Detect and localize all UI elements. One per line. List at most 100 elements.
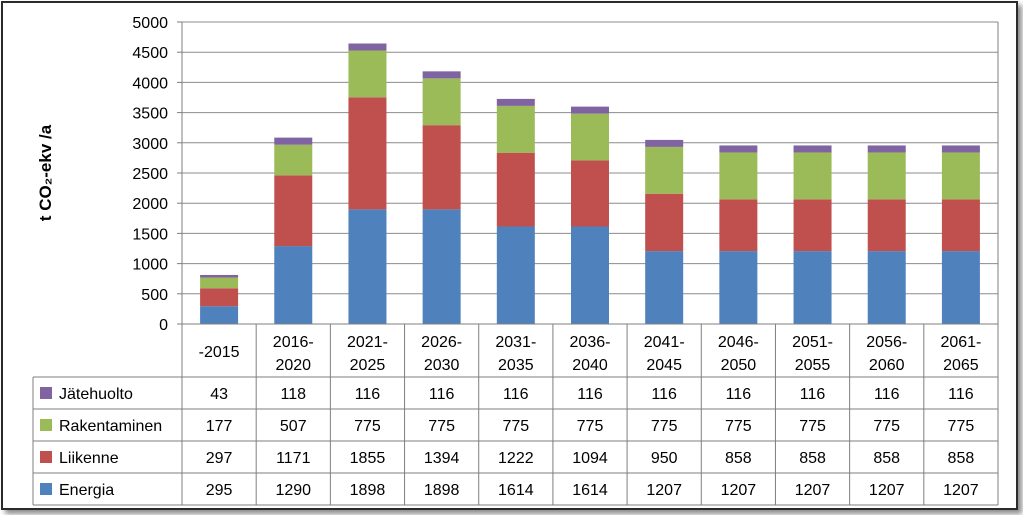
bar-segment (348, 97, 387, 210)
bar-segment (274, 175, 313, 247)
bar-segment (941, 152, 980, 200)
data-table-value: 950 (651, 450, 678, 467)
bar-segment (867, 152, 906, 200)
data-table-value: 775 (725, 418, 752, 435)
y-axis-title: t CO₂-ekv /a (36, 124, 55, 221)
bar-segment (941, 145, 980, 153)
bar-segment (645, 146, 684, 194)
data-table-value: 297 (206, 450, 233, 467)
y-tick-label: 4500 (132, 45, 168, 62)
data-table-value: 116 (429, 386, 455, 403)
category-label: 2026- (421, 334, 462, 351)
data-table-value: 775 (354, 418, 381, 435)
category-label: 2020 (275, 357, 311, 374)
data-table-value: 43 (210, 386, 228, 403)
bar-segment (867, 199, 906, 252)
data-table-value: 116 (651, 386, 677, 403)
data-table-value: 1207 (795, 482, 831, 499)
bar-segment (571, 226, 609, 324)
data-table-value: 1898 (424, 482, 460, 499)
category-label: 2056- (866, 334, 907, 351)
y-tick-label: 4000 (132, 75, 168, 92)
data-table-value: 858 (799, 450, 826, 467)
category-label: -2015 (199, 344, 240, 361)
data-table-value: 1207 (869, 482, 905, 499)
bar-segment (645, 193, 684, 252)
y-tick-label: 3500 (132, 106, 168, 123)
data-table-value: 1222 (498, 450, 534, 467)
y-tick-label: 2000 (132, 196, 168, 213)
category-label: 2055 (795, 357, 831, 374)
category-label: 2045 (646, 357, 682, 374)
data-table-value: 1614 (498, 482, 534, 499)
bar-segment (941, 251, 980, 324)
bar-segment (793, 251, 832, 324)
category-label: 2035 (498, 357, 534, 374)
y-tick-label: 1000 (132, 257, 168, 274)
data-table-value: 1207 (943, 482, 979, 499)
bar-segment (719, 145, 758, 153)
data-table-value: 116 (577, 386, 603, 403)
bar-segment (348, 43, 387, 51)
bar-segment (274, 144, 313, 176)
bar-segment (422, 209, 461, 324)
bar-segment (422, 78, 461, 126)
bar-segment (571, 160, 609, 227)
bar-segment (645, 139, 684, 147)
category-label: 2061- (940, 334, 981, 351)
data-table-value: 775 (651, 418, 678, 435)
y-tick-label: 2500 (132, 166, 168, 183)
data-table-value: 1898 (350, 482, 386, 499)
bar-segment (719, 152, 758, 200)
legend-key (40, 483, 52, 495)
bar-segment (793, 145, 832, 153)
data-table-value: 1290 (275, 482, 311, 499)
data-table-value: 775 (873, 418, 900, 435)
bar-segment (496, 98, 535, 106)
bar-segment (496, 152, 535, 227)
bar-segment (496, 105, 535, 153)
data-table-value: 116 (874, 386, 900, 403)
bar-segment (348, 209, 387, 324)
data-table-value: 116 (726, 386, 752, 403)
category-label: 2050 (721, 357, 757, 374)
category-label: 2051- (792, 334, 833, 351)
bar-segment (274, 137, 313, 145)
y-tick-label: 3000 (132, 136, 168, 153)
data-table-value: 1207 (646, 482, 682, 499)
data-table-value: 116 (355, 386, 381, 403)
data-table-value: 775 (428, 418, 455, 435)
stacked-bar-chart: 0 500 1000 1500 2000 2500 3000 3500 4000 4500 5000… (32, 15, 999, 506)
legend-key (40, 451, 52, 463)
data-table-value: 858 (873, 450, 900, 467)
category-label: 2025 (350, 357, 386, 374)
bar-segment (422, 125, 461, 210)
data-table-value: 1207 (721, 482, 757, 499)
data-table-value: 858 (948, 450, 975, 467)
bar-segment (571, 106, 609, 114)
category-label: 2040 (572, 357, 608, 374)
bar-segment (941, 199, 980, 252)
legend-label: Liikenne (59, 450, 119, 467)
y-tick-label: 5000 (132, 15, 168, 32)
bar-segment (571, 113, 609, 161)
bar-segment (422, 71, 461, 79)
y-tick-label: 1500 (132, 226, 168, 243)
data-table-value: 775 (799, 418, 826, 435)
bar-segment (793, 152, 832, 200)
data-table-value: 775 (948, 418, 975, 435)
bar-segment (200, 306, 239, 324)
category-label: 2065 (943, 357, 979, 374)
bar-segment (867, 251, 906, 324)
bar-segment (793, 199, 832, 252)
data-table-value: 1394 (424, 450, 460, 467)
category-label: 2036- (570, 334, 611, 351)
data-table-value: 858 (725, 450, 752, 467)
legend-label: Energia (59, 482, 114, 499)
data-table-value: 118 (281, 386, 307, 403)
data-table-value: 295 (206, 482, 233, 499)
y-tick-label: 500 (141, 287, 168, 304)
category-label: 2030 (424, 357, 460, 374)
data-table-value: 1094 (572, 450, 608, 467)
